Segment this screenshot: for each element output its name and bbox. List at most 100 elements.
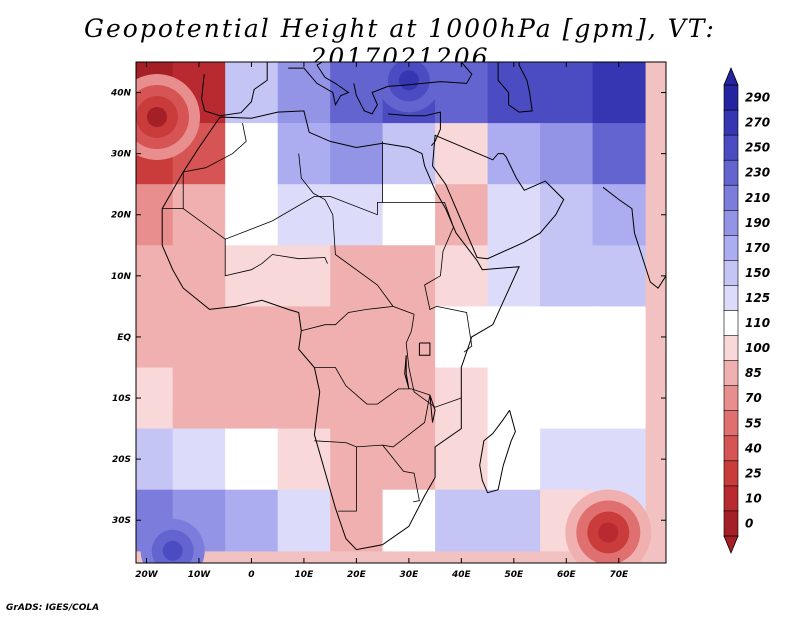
colorbar-label-4: 55 xyxy=(745,416,762,430)
field-cell-23 xyxy=(277,184,331,246)
x-axis: 20W 10W 0 10E 20E 30E 40E 50E 60E 70E xyxy=(135,62,629,580)
lake-victoria xyxy=(418,342,431,356)
field-cell-25 xyxy=(382,184,436,246)
colorbar-swatch-13 xyxy=(723,184,739,212)
field-cell-13 xyxy=(277,123,331,185)
field-cell-60 xyxy=(136,428,174,491)
arabia-coastline xyxy=(432,134,565,260)
field-cell-51 xyxy=(172,367,226,430)
x-tick-label-6: 40E xyxy=(451,570,472,580)
colorbar-label-14: 230 xyxy=(745,166,770,180)
colorbar-swatch-11 xyxy=(723,235,739,262)
field-cell-73 xyxy=(277,489,331,552)
x-tick-label-5: 30E xyxy=(400,570,420,580)
colorbar-swatch-16 xyxy=(723,109,739,136)
field-cell-20 xyxy=(136,184,174,246)
field-cell-43 xyxy=(277,306,331,369)
field-cell-46 xyxy=(435,306,489,369)
field-cell-21 xyxy=(172,184,226,246)
field-cell-69 xyxy=(592,428,646,491)
colorbar-swatch-15 xyxy=(723,134,739,162)
iberia-coastline xyxy=(201,62,268,117)
colorbar-label-3: 40 xyxy=(744,441,762,455)
field-cell-2 xyxy=(225,62,279,124)
x-tick-label-0: 20W xyxy=(135,570,159,580)
extremum-high-3-ring-0 xyxy=(162,540,183,561)
country-border-5 xyxy=(338,446,357,512)
field-cell-72 xyxy=(225,489,279,552)
field-cell-58 xyxy=(540,367,594,430)
caspian-coastline xyxy=(497,62,533,113)
field-cell-27 xyxy=(487,184,541,246)
field-cell-47 xyxy=(487,306,541,369)
field-cell-63 xyxy=(277,428,331,491)
colorbar-label-6: 85 xyxy=(745,366,762,380)
field-cell-76 xyxy=(435,489,489,552)
field-cell-6 xyxy=(435,62,489,124)
field-cell-26 xyxy=(435,184,489,246)
colorbar-swatch-8 xyxy=(723,310,739,337)
y-tick-label-7: 30S xyxy=(112,516,131,526)
field-cell-24 xyxy=(330,184,384,246)
field-cell-66 xyxy=(435,428,489,491)
madagascar-coastline xyxy=(479,410,516,494)
levant-coastline xyxy=(387,111,441,147)
x-tick-label-9: 70E xyxy=(609,570,629,580)
field-cell-75 xyxy=(382,489,436,552)
colorbar-swatch-10 xyxy=(723,260,739,287)
colorbar-swatch-5 xyxy=(723,385,739,412)
field-cell-40 xyxy=(136,306,174,369)
field-cell-41 xyxy=(172,306,226,369)
field-cell-44 xyxy=(330,306,384,369)
country-border-8 xyxy=(405,314,462,408)
field-cell-29 xyxy=(592,184,646,246)
field-cell-8 xyxy=(540,62,594,124)
field-cell-28 xyxy=(540,184,594,246)
field-cell-34 xyxy=(330,245,384,307)
chart-title: Geopotential Height at 1000hPa [gpm], VT… xyxy=(84,14,716,72)
x-tick-label-7: 50E xyxy=(504,570,524,580)
colorbar-label-5: 70 xyxy=(745,391,762,405)
extremum-low-1-ring-0 xyxy=(598,522,619,543)
x-tick-label-8: 60E xyxy=(557,570,577,580)
field-cell-54 xyxy=(330,367,384,430)
sri-lanka xyxy=(670,277,681,300)
colorbar-label-17: 290 xyxy=(745,91,770,105)
field-cell-52 xyxy=(225,367,279,430)
africa-coastline xyxy=(161,110,520,551)
colorbar-label-0: 0 xyxy=(745,517,753,531)
country-border-1 xyxy=(182,141,384,240)
country-border-3 xyxy=(382,202,473,353)
greece-turkey-coastline xyxy=(353,62,473,115)
field-cell-39 xyxy=(592,245,646,307)
colorbar-swatch-7 xyxy=(723,335,739,362)
colorbar-swatch-3 xyxy=(723,435,739,462)
field-cell-15 xyxy=(382,123,436,185)
field-cell-7 xyxy=(487,62,541,124)
field-cell-67 xyxy=(487,428,541,491)
colorbar-bottom-arrow xyxy=(723,535,739,555)
colorbar-label-11: 170 xyxy=(745,241,770,255)
colorbar-swatch-0 xyxy=(723,510,739,537)
field-cell-17 xyxy=(487,123,541,185)
field-cell-55 xyxy=(382,367,436,430)
field-cell-36 xyxy=(435,245,489,307)
colorbar-label-1: 10 xyxy=(745,491,762,505)
y-tick-label-4: EQ xyxy=(117,333,131,343)
field-cell-77 xyxy=(487,489,541,552)
colorbar-label-7: 100 xyxy=(745,341,770,355)
x-tick-label-2: 0 xyxy=(248,570,254,580)
country-border-2 xyxy=(298,153,415,315)
colorbar-swatch-9 xyxy=(723,285,739,312)
field-cell-57 xyxy=(487,367,541,430)
y-tick-label-3: 10N xyxy=(111,272,132,282)
field-cell-48 xyxy=(540,306,594,369)
x-tick-label-3: 10E xyxy=(295,570,315,580)
field-cell-31 xyxy=(172,245,226,307)
colorbar-label-8: 110 xyxy=(745,316,770,330)
extremum-low-0-ring-0 xyxy=(147,107,167,127)
colorbar-swatch-1 xyxy=(723,485,739,512)
y-tick-label-6: 20S xyxy=(112,455,131,465)
country-border-6 xyxy=(382,444,420,503)
